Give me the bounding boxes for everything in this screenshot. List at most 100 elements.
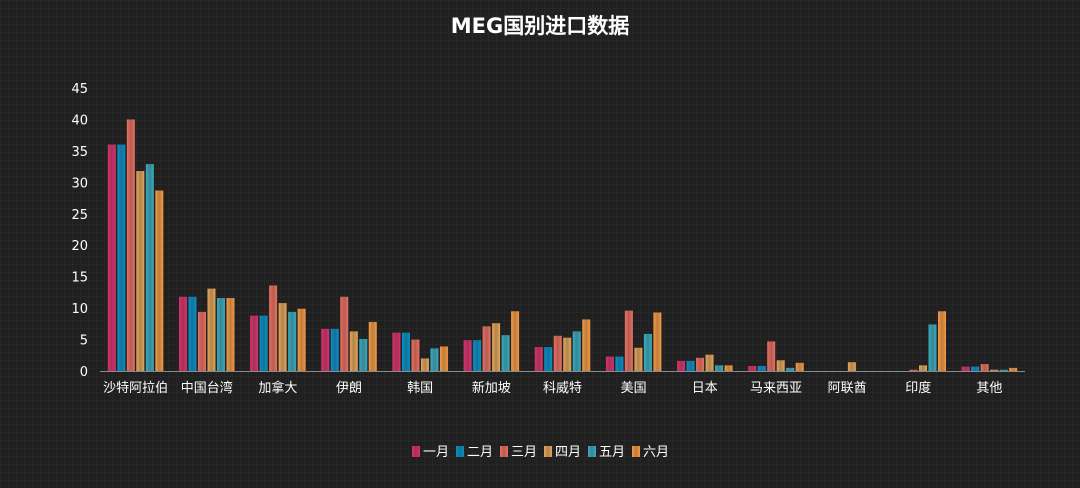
bar[interactable] (482, 326, 491, 371)
bar[interactable] (473, 340, 482, 371)
bar[interactable] (696, 357, 705, 371)
bar[interactable] (534, 347, 543, 371)
category-label: 马来西亚 (750, 381, 802, 396)
bar[interactable] (653, 312, 662, 371)
bar[interactable] (563, 337, 572, 371)
category-label: 加拿大 (258, 380, 297, 396)
bar[interactable] (269, 285, 278, 371)
bar[interactable] (767, 341, 776, 371)
bar[interactable] (544, 347, 553, 371)
bar[interactable] (197, 311, 206, 371)
bar[interactable] (430, 348, 439, 371)
bar[interactable] (178, 296, 187, 371)
bar[interactable] (340, 296, 349, 371)
bar[interactable] (492, 323, 501, 371)
bar[interactable] (368, 321, 377, 371)
x-axis: 沙特阿拉伯 中国台湾 加拿大 伊朗 韩国 新加坡 科威特 美国 日本 马来西亚 阿联酋 印度 其他 (100, 371, 1025, 396)
bar[interactable] (928, 324, 937, 371)
y-tick-label: 5 (80, 334, 88, 349)
bar[interactable] (677, 360, 686, 371)
legend-label: 六月 (643, 445, 669, 460)
y-tick-label: 15 (71, 271, 88, 286)
bar[interactable] (624, 310, 633, 371)
bar[interactable] (511, 311, 520, 371)
bar[interactable] (226, 298, 235, 371)
bar[interactable] (330, 328, 339, 371)
legend-swatch (588, 446, 596, 457)
legend-swatch (544, 446, 552, 457)
bar[interactable] (297, 308, 306, 371)
y-tick-label: 10 (71, 302, 88, 317)
bar[interactable] (501, 335, 510, 371)
bar[interactable] (847, 362, 856, 371)
bar[interactable] (401, 332, 410, 371)
y-tick-label: 20 (71, 239, 88, 254)
bar[interactable] (117, 144, 126, 371)
chart-title: MEG国别进口数据 (451, 14, 629, 38)
bar[interactable] (288, 311, 297, 371)
bar[interactable] (553, 335, 562, 371)
bar[interactable] (634, 347, 643, 371)
bar[interactable] (420, 358, 429, 371)
bar[interactable] (776, 360, 785, 371)
bar[interactable] (321, 328, 330, 371)
legend[interactable]: 一月 二月 三月 四月 五月 六月 (412, 445, 669, 460)
bar[interactable] (643, 333, 652, 371)
bar[interactable] (705, 354, 714, 371)
bar[interactable] (107, 144, 116, 371)
legend-item[interactable]: 五月 (588, 445, 625, 460)
bar[interactable] (349, 331, 358, 371)
category-label: 科威特 (543, 381, 582, 396)
bar[interactable] (686, 360, 695, 371)
bar[interactable] (136, 171, 145, 371)
bar[interactable] (155, 190, 164, 371)
bar[interactable] (145, 164, 154, 371)
legend-item[interactable]: 四月 (544, 445, 581, 460)
bar[interactable] (359, 338, 368, 371)
bar[interactable] (572, 331, 581, 371)
bar[interactable] (605, 356, 614, 371)
bar[interactable] (463, 340, 472, 371)
category-label: 阿联酋 (828, 380, 867, 396)
bar[interactable] (980, 364, 989, 371)
bar[interactable] (795, 362, 804, 371)
bar[interactable] (748, 365, 757, 371)
bar[interactable] (990, 369, 999, 371)
bar[interactable] (615, 356, 624, 371)
bar[interactable] (1009, 367, 1018, 371)
bar[interactable] (259, 315, 268, 371)
legend-item[interactable]: 三月 (500, 445, 537, 460)
bar[interactable] (999, 369, 1008, 371)
legend-swatch (456, 446, 464, 457)
bar[interactable] (938, 311, 947, 371)
legend-label: 五月 (599, 445, 625, 460)
bar[interactable] (216, 298, 225, 371)
bar[interactable] (724, 365, 733, 371)
bar[interactable] (919, 365, 928, 371)
category-label: 美国 (621, 381, 647, 396)
category-label: 韩国 (407, 381, 433, 396)
bar[interactable] (909, 369, 918, 371)
bar[interactable] (126, 119, 135, 371)
legend-label: 三月 (511, 445, 537, 460)
bar[interactable] (757, 365, 766, 371)
bar[interactable] (971, 366, 980, 371)
bar[interactable] (961, 366, 970, 371)
bar[interactable] (411, 339, 420, 371)
bar[interactable] (278, 303, 287, 371)
legend-item[interactable]: 二月 (456, 445, 493, 460)
category-label: 新加坡 (472, 380, 511, 396)
bar[interactable] (715, 365, 724, 371)
bar[interactable] (439, 346, 448, 371)
legend-item[interactable]: 六月 (632, 445, 669, 460)
bar[interactable] (582, 319, 591, 371)
bar[interactable] (250, 315, 259, 371)
legend-label: 一月 (423, 445, 449, 460)
bar[interactable] (392, 332, 401, 371)
bar[interactable] (786, 367, 795, 371)
legend-item[interactable]: 一月 (412, 445, 449, 460)
bar[interactable] (188, 296, 197, 371)
bar[interactable] (207, 288, 216, 371)
